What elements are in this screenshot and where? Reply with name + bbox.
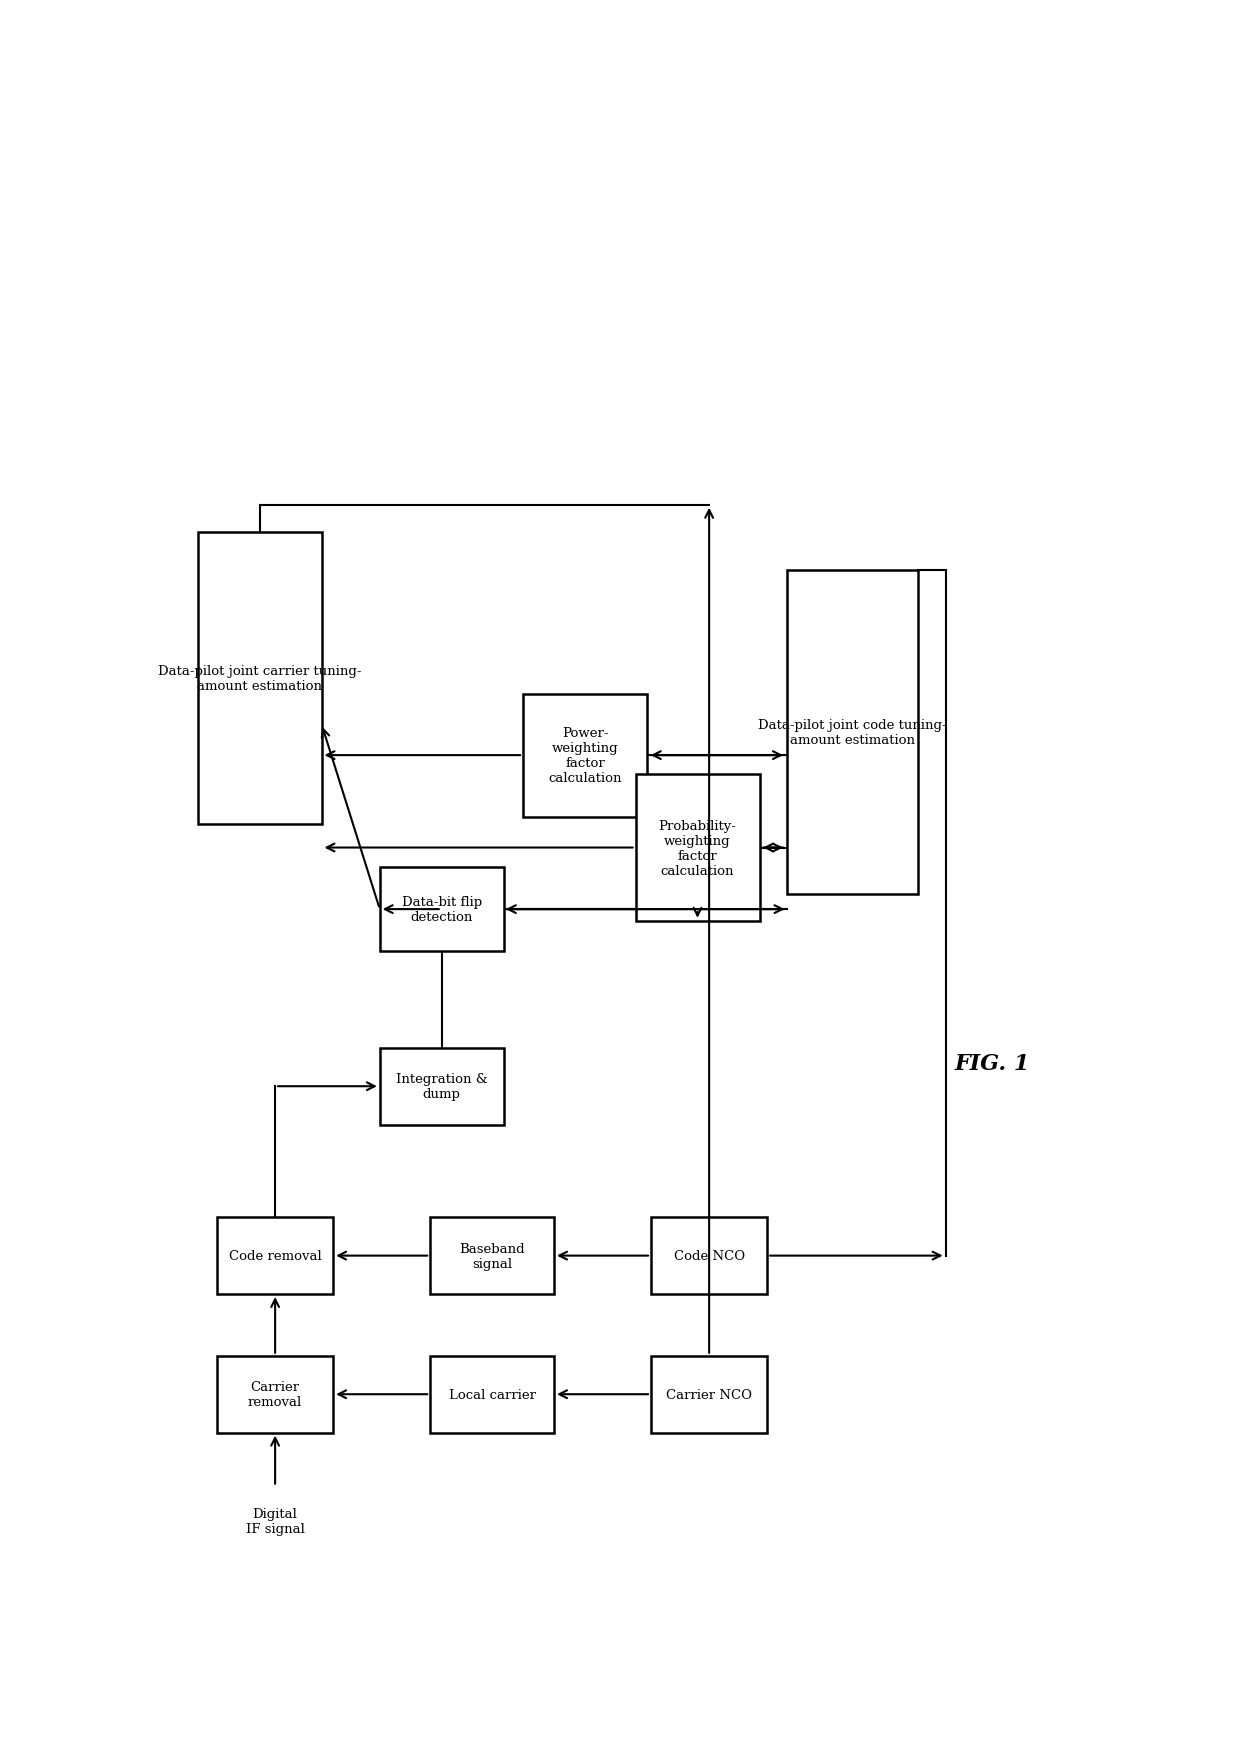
Text: Power-
weighting
factor
calculation: Power- weighting factor calculation	[548, 727, 622, 785]
Text: Carrier NCO: Carrier NCO	[666, 1388, 753, 1400]
Bar	[430, 1356, 554, 1434]
Text: Carrier
removal: Carrier removal	[248, 1381, 303, 1409]
Bar	[523, 694, 647, 817]
Bar	[379, 1049, 503, 1124]
Text: Code NCO: Code NCO	[673, 1249, 745, 1262]
Text: Data-pilot joint code tuning-
amount estimation: Data-pilot joint code tuning- amount est…	[758, 719, 947, 747]
Text: Local carrier: Local carrier	[449, 1388, 536, 1400]
Text: FIG. 1: FIG. 1	[955, 1052, 1029, 1075]
Text: Digital
IF signal: Digital IF signal	[246, 1508, 305, 1536]
Bar	[786, 571, 919, 894]
Text: Data-pilot joint carrier tuning-
amount estimation: Data-pilot joint carrier tuning- amount …	[157, 664, 361, 692]
Bar	[197, 532, 321, 826]
Text: Integration &
dump: Integration & dump	[396, 1072, 487, 1100]
Text: Code removal: Code removal	[228, 1249, 321, 1262]
Bar	[635, 775, 759, 921]
Bar	[217, 1218, 334, 1295]
Bar	[430, 1218, 554, 1295]
Text: Data-bit flip
detection: Data-bit flip detection	[402, 896, 482, 924]
Bar	[651, 1218, 768, 1295]
Bar	[217, 1356, 334, 1434]
Text: Probability-
weighting
factor
calculation: Probability- weighting factor calculatio…	[658, 819, 737, 877]
Bar	[651, 1356, 768, 1434]
Bar	[379, 868, 503, 952]
Text: Baseband
signal: Baseband signal	[459, 1242, 525, 1270]
